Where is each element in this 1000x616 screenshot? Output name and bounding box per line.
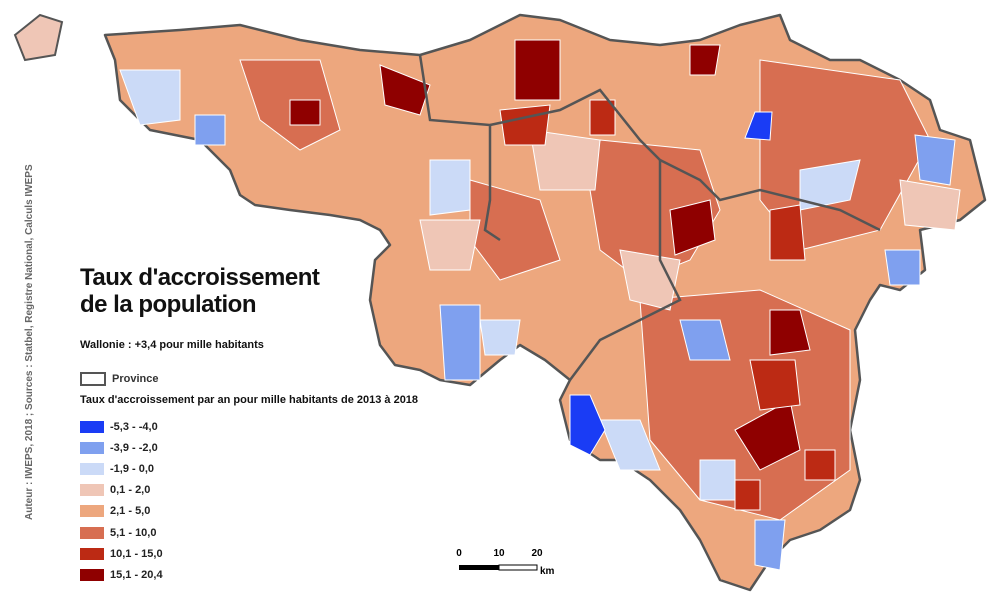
legend-item: 2,1 - 5,0 xyxy=(80,501,163,522)
legend-swatch xyxy=(80,526,104,539)
subtitle: Wallonie : +3,4 pour mille habitants xyxy=(80,339,264,351)
legend-label: 15,1 - 20,4 xyxy=(110,568,163,581)
area xyxy=(669,199,716,256)
scale-segment xyxy=(459,565,499,570)
area xyxy=(479,319,521,356)
province-boundary xyxy=(489,88,661,161)
legend-swatch xyxy=(80,484,104,497)
area xyxy=(744,111,773,141)
scale-unit: km xyxy=(540,566,555,577)
legend-label: -5,3 - -4,0 xyxy=(110,420,158,433)
legend-swatch xyxy=(80,505,104,518)
legend-swatch xyxy=(80,420,104,433)
area xyxy=(569,394,606,456)
scale-label: 0 xyxy=(456,548,462,559)
legend-label: 5,1 - 10,0 xyxy=(110,526,157,539)
area xyxy=(699,459,736,501)
scale-label: 10 xyxy=(493,548,505,559)
legend-label: -1,9 - 0,0 xyxy=(110,462,155,475)
legend-item: 10,1 - 15,0 xyxy=(80,543,163,564)
scale-bar: 0 10 20 km xyxy=(456,548,554,577)
legend-swatch xyxy=(80,547,104,560)
area xyxy=(514,39,561,101)
province-key: Province xyxy=(80,372,158,386)
area xyxy=(749,359,801,411)
legend-label: 0,1 - 2,0 xyxy=(110,484,151,497)
area xyxy=(679,319,731,361)
scale-label: 20 xyxy=(531,548,543,559)
legend-item: -1,9 - 0,0 xyxy=(80,458,163,479)
province-boundary xyxy=(659,158,881,232)
legend-item: 15,1 - 20,4 xyxy=(80,564,163,585)
area xyxy=(799,159,861,211)
area xyxy=(194,114,226,146)
legend-swatch xyxy=(80,462,104,475)
legend-label: -3,9 - -2,0 xyxy=(110,441,158,454)
province-swatch xyxy=(80,372,106,386)
area xyxy=(734,479,761,511)
area xyxy=(769,204,806,261)
area xyxy=(804,449,836,481)
legend: -5,3 - -4,0 -3,9 - -2,0 -1,9 - 0,0 0,1 - 2,… xyxy=(80,416,163,586)
area xyxy=(289,99,321,126)
map-title: Taux d'accroissement de la population xyxy=(80,264,320,318)
area xyxy=(599,419,661,471)
legend-title: Taux d'accroissement par an pour mille h… xyxy=(80,394,419,406)
area xyxy=(439,304,481,381)
province-boundary xyxy=(418,54,501,242)
credit: Auteur : IWEPS, 2018 ; Sources : Statbel… xyxy=(24,164,35,520)
area xyxy=(754,519,786,571)
area xyxy=(884,249,921,286)
legend-item: -5,3 - -4,0 xyxy=(80,416,163,437)
legend-item: 5,1 - 10,0 xyxy=(80,522,163,543)
legend-label: 10,1 - 15,0 xyxy=(110,547,163,560)
area xyxy=(689,44,721,76)
legend-item: 0,1 - 2,0 xyxy=(80,480,163,501)
legend-swatch xyxy=(80,441,104,454)
enclave xyxy=(13,13,64,62)
area xyxy=(429,159,471,216)
area xyxy=(899,179,961,231)
legend-item: -3,9 - -2,0 xyxy=(80,437,163,458)
scale-segment xyxy=(498,564,538,571)
province-boundary xyxy=(569,160,682,381)
province-label: Province xyxy=(112,373,159,385)
area xyxy=(419,219,481,271)
legend-label: 2,1 - 5,0 xyxy=(110,505,151,518)
area xyxy=(379,64,431,116)
area xyxy=(769,309,811,356)
area xyxy=(734,399,801,471)
province-boundaries xyxy=(418,54,881,381)
area xyxy=(529,129,601,191)
legend-swatch xyxy=(80,568,104,581)
area xyxy=(914,134,956,186)
area xyxy=(499,104,551,146)
area xyxy=(119,69,181,126)
